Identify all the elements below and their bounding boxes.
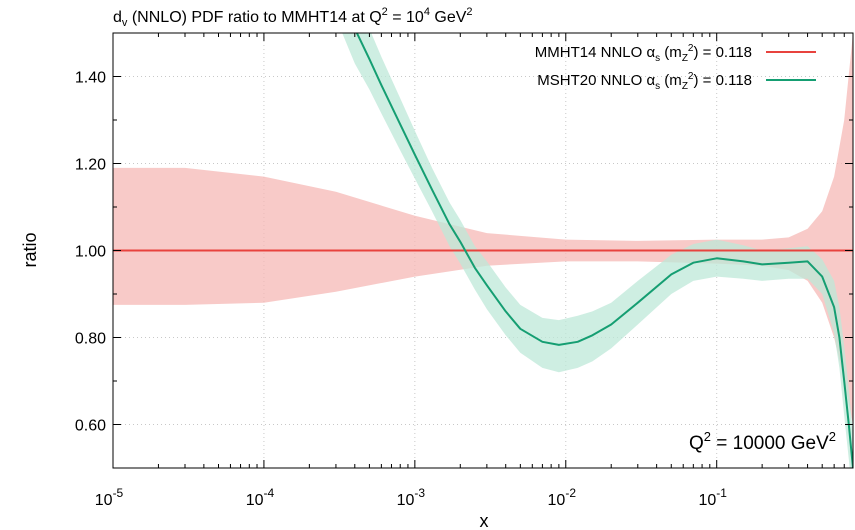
line-series-1 bbox=[355, 33, 853, 468]
title-pdf: d bbox=[113, 9, 122, 26]
x-tick-label: 10-4 bbox=[246, 486, 275, 509]
band-series-0 bbox=[113, 33, 853, 425]
title-pdf-sub: v bbox=[122, 17, 128, 29]
title-unit-exp: 2 bbox=[466, 6, 472, 18]
title-prefix: (NNLO) PDF ratio to MMHT14 at Q bbox=[127, 9, 381, 26]
y-tick-label: 0.60 bbox=[75, 418, 106, 435]
x-tick-label: 10-2 bbox=[548, 486, 577, 509]
legend: MMHT14 NNLO αs (mZ2) = 0.118 MSHT20 NNLO… bbox=[535, 43, 816, 92]
title-mid: = 10 bbox=[388, 9, 424, 26]
x-axis-title: x bbox=[480, 511, 489, 530]
axis-ticks: 0.60 0.80 1.00 1.20 1.40 10-5 10-4 10-3 10-2 10-1 bbox=[75, 32, 854, 509]
legend-label-msht20: MSHT20 NNLO αs (mZ2) = 0.118 bbox=[537, 71, 752, 92]
q2-annotation: Q2 = 10000 GeV2 bbox=[689, 429, 836, 454]
series-lines bbox=[113, 33, 853, 468]
title-q-exp: 2 bbox=[382, 6, 388, 18]
y-tick-label: 1.20 bbox=[75, 157, 106, 174]
title-val-exp: 4 bbox=[424, 6, 430, 18]
title-unit: GeV bbox=[430, 9, 467, 26]
x-tick-label: 10-1 bbox=[698, 486, 727, 509]
y-tick-label: 1.00 bbox=[75, 244, 106, 261]
x-tick-label: 10-3 bbox=[397, 486, 426, 509]
y-tick-label: 0.80 bbox=[75, 331, 106, 348]
y-tick-label: 1.40 bbox=[75, 70, 106, 87]
legend-label-mmht14: MMHT14 NNLO αs (mZ2) = 0.118 bbox=[535, 43, 752, 64]
y-axis-title: ratio bbox=[20, 232, 40, 267]
x-tick-label: 10-5 bbox=[95, 486, 124, 509]
chart-title: dv (NNLO) PDF ratio to MMHT14 at Q2 = 10… bbox=[113, 6, 473, 29]
